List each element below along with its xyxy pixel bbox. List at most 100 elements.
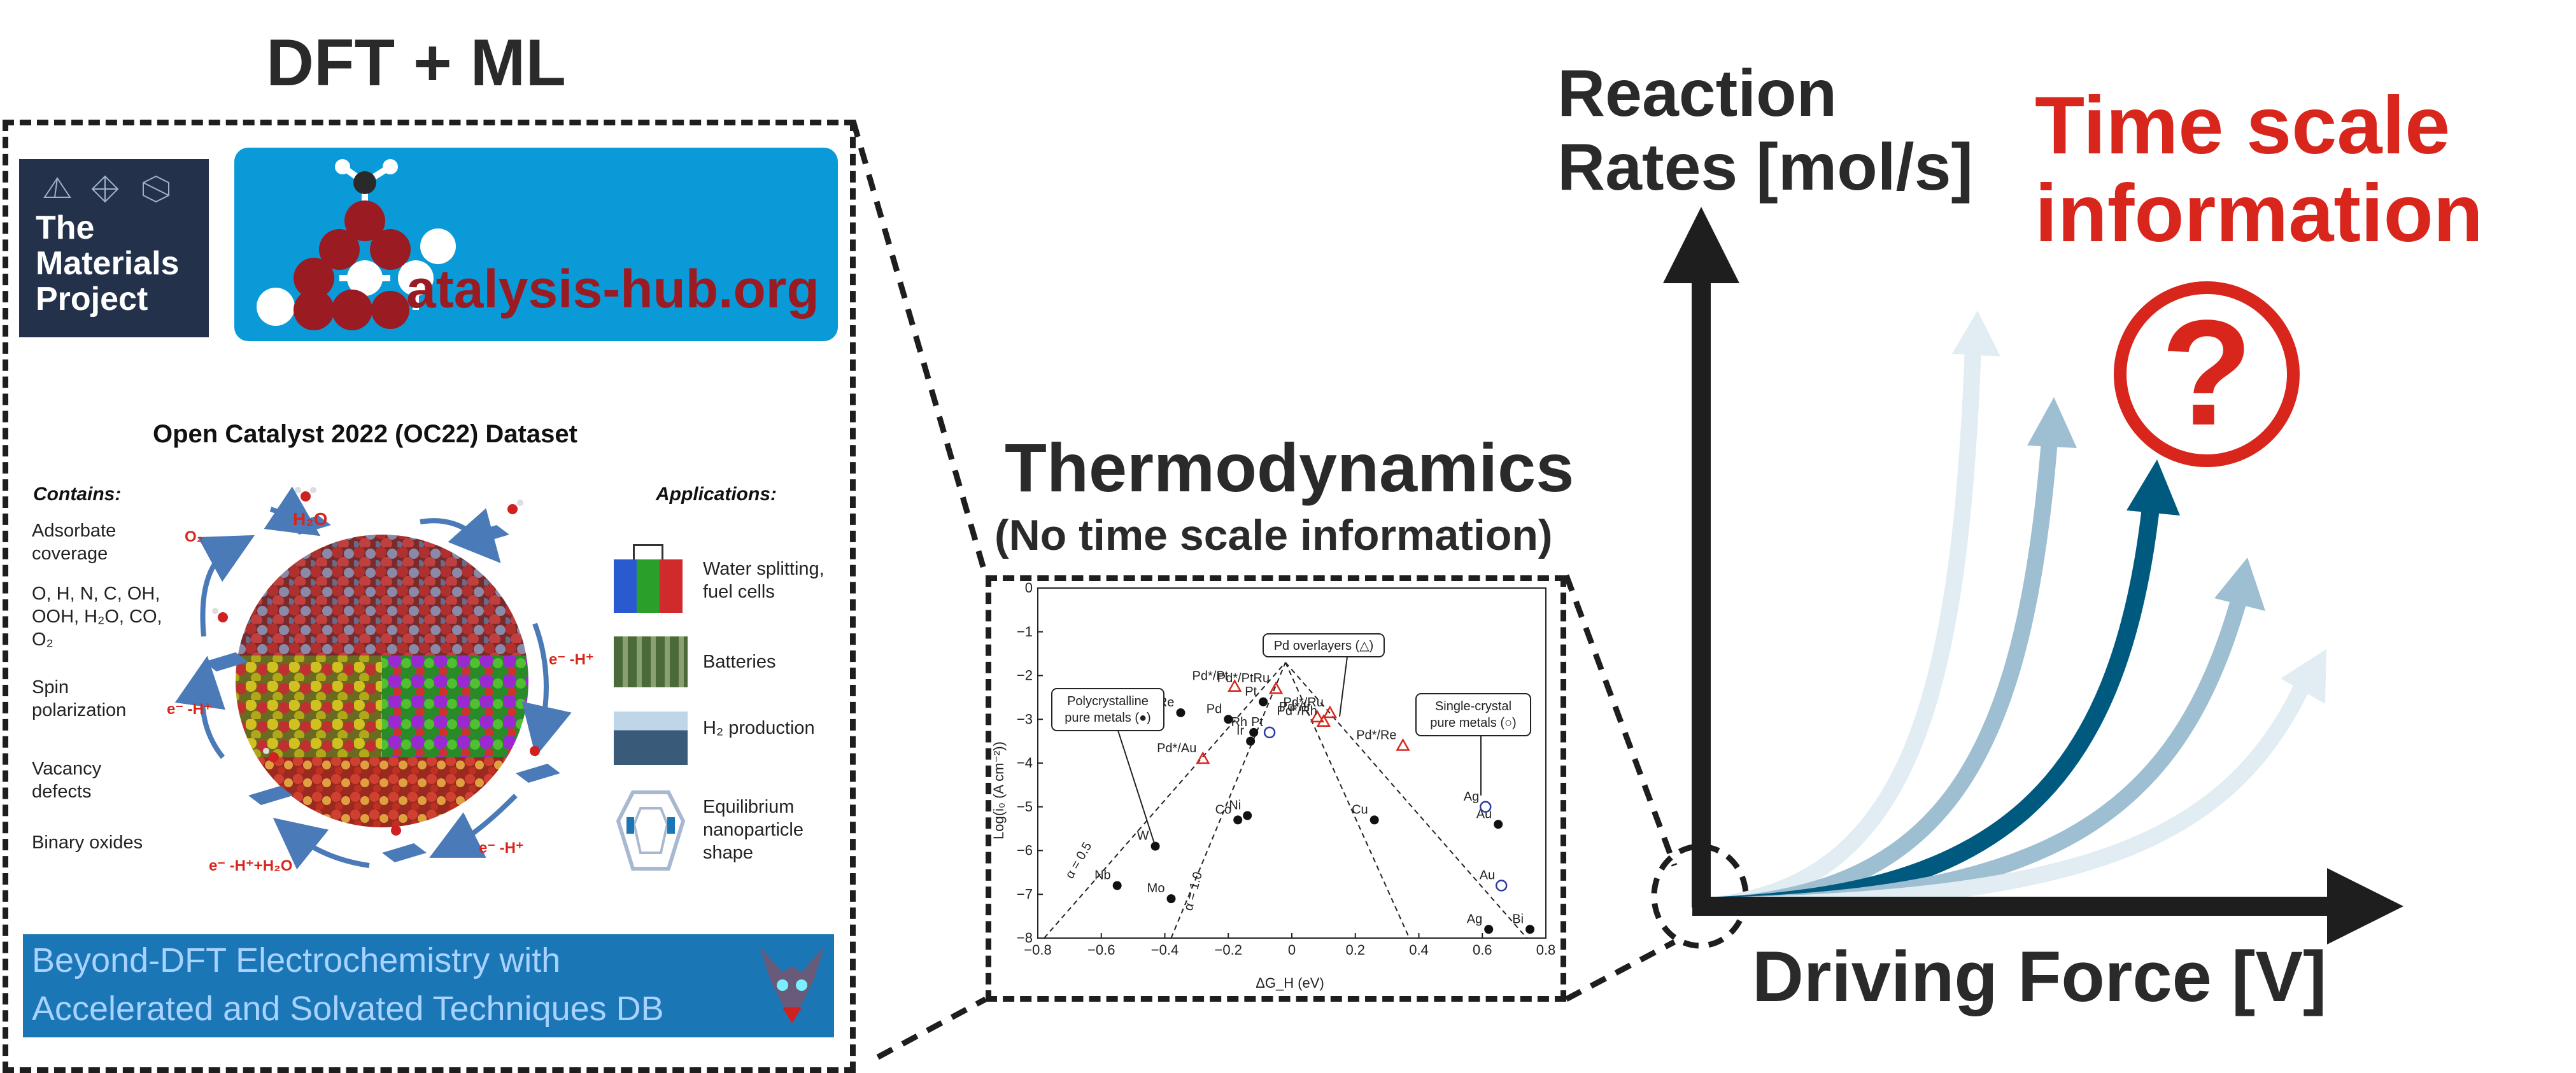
point-label: Bi <box>1512 912 1524 926</box>
x-tick-label: −0.4 <box>1151 942 1178 958</box>
mp-line-2: Materials <box>36 245 180 282</box>
point-label: Ir <box>1236 724 1245 738</box>
point-label: Ni <box>1229 799 1241 813</box>
point-label: Ag <box>1467 912 1482 926</box>
point-polycrystalline <box>1224 715 1233 724</box>
point-pd-overlayer <box>1310 710 1325 723</box>
catalyst-cycle-illustration <box>174 486 572 870</box>
cycle-label-e-h-right: e⁻ -H⁺ <box>549 651 594 668</box>
point-pd-overlayer <box>1322 705 1337 719</box>
point-polycrystalline <box>1249 727 1259 737</box>
point-label: Pt <box>1245 685 1257 699</box>
x-tick-label: −0.8 <box>1024 942 1051 958</box>
beast-banner[interactable]: Beyond-DFT Electrochemistry with Acceler… <box>23 934 834 1037</box>
x-tick-label: 0.4 <box>1409 942 1429 958</box>
point-polycrystalline <box>1369 815 1379 825</box>
point-pd-overlayer <box>1396 738 1410 751</box>
contains-item-2: O, H, N, C, OH, OOH, H₂O, CO, O₂ <box>32 584 162 650</box>
point-polycrystalline <box>1150 841 1160 851</box>
solar-panel-icon <box>614 712 688 765</box>
point-polycrystalline <box>1233 815 1243 825</box>
alpha-10-right-line <box>1285 662 1410 939</box>
contains-item-5: Binary oxides <box>32 832 143 853</box>
point-polycrystalline <box>1494 820 1503 829</box>
x-tick-label: 0 <box>1288 942 1296 958</box>
beast-mascot-icon <box>760 947 824 1023</box>
applications-title: Applications: <box>656 484 777 505</box>
rate-curve-1 <box>1701 330 1982 915</box>
annotation-polycrystalline-text-1: Polycrystalline <box>1067 694 1149 708</box>
rate-curve-4 <box>1701 589 2249 915</box>
rate-curve-2-arrowhead <box>2027 397 2077 448</box>
cycle-label-e-h-bottom-right: e⁻ -H⁺ <box>479 839 524 857</box>
oc22-title: Open Catalyst 2022 (OC22) Dataset <box>153 420 577 448</box>
question-mark-glyph: ? <box>2160 289 2253 457</box>
point-polycrystalline <box>1176 708 1185 717</box>
mp-line-1: The <box>36 209 95 246</box>
crystal-icons <box>43 175 169 203</box>
point-polycrystalline <box>1166 894 1176 904</box>
point-label: Pd*/Pt <box>1192 670 1229 684</box>
y-tick-label: −3 <box>1017 711 1033 727</box>
point-label: Rh <box>1231 715 1248 729</box>
point-single-crystal <box>1263 726 1276 739</box>
annotation-polycrystalline-text-2: pure metals (●) <box>1065 711 1150 725</box>
catalysis-hub-molecule-icon <box>257 159 456 330</box>
y-tick-label: 0 <box>1025 580 1033 596</box>
x-tick-label: 0.8 <box>1536 942 1556 958</box>
y-axis-label-line-1: Reaction <box>1557 57 1837 130</box>
point-label: Pd <box>1207 702 1222 716</box>
y-tick-label: −4 <box>1017 755 1033 771</box>
time-scale-heading-line-1: Time scale <box>2035 80 2451 171</box>
point-label: Au <box>1480 869 1495 883</box>
point-single-crystal <box>1495 880 1508 892</box>
volcano-plot-box <box>986 575 1566 1002</box>
point-label: Ag <box>1464 790 1479 804</box>
point-label: Nb <box>1094 869 1111 883</box>
annotation-pd-overlayers-text: Pd overlayers (△) <box>1274 639 1374 653</box>
application-item-4: Equilibrium nanoparticle shape <box>703 797 803 863</box>
rate-curve-4-arrowhead <box>2214 558 2265 611</box>
point-label: Mo <box>1147 881 1165 895</box>
point-label: W <box>1137 829 1149 843</box>
cycle-label-e-h-h2o: e⁻ -H⁺+H₂O <box>209 857 293 874</box>
point-polycrystalline <box>1259 697 1268 706</box>
cycle-label-h2o: H₂O <box>293 509 328 529</box>
contains-item-1: Adsorbate coverage <box>32 521 117 564</box>
y-tick-label: −7 <box>1017 886 1033 902</box>
annotation-polycrystalline: Polycrystalline pure metals (●) <box>1051 688 1164 844</box>
beast-line-1: Beyond-DFT Electrochemistry with <box>32 941 561 979</box>
thermodynamics-subheading: (No time scale information) <box>994 511 1553 559</box>
application-item-1: Water splitting, fuel cells <box>703 559 824 602</box>
cycle-label-o2: O₂ <box>185 528 204 545</box>
time-scale-heading-line-2: information <box>2035 168 2483 259</box>
point-pd-overlayer <box>1268 681 1284 694</box>
point-single-crystal <box>1479 801 1492 813</box>
contains-item-3: Spin polarization <box>32 677 127 720</box>
nanoparticle-icon <box>616 790 686 871</box>
y-tick-label: −8 <box>1017 930 1033 946</box>
x-tick-label: −0.2 <box>1215 942 1242 958</box>
point-polycrystalline <box>1246 736 1256 746</box>
point-polycrystalline <box>1243 811 1252 820</box>
annotation-single-crystal-text-1: Single-crystal <box>1435 699 1511 713</box>
point-polycrystalline <box>1112 881 1122 890</box>
catalysis-hub-logo[interactable]: atalysis-hub.org <box>234 148 838 341</box>
point-pd-overlayer <box>1228 679 1242 692</box>
x-tick-label: −0.6 <box>1087 942 1115 958</box>
x-axis-label: Driving Force [V] <box>1752 937 2327 1016</box>
annotation-single-crystal-text-2: pure metals (○) <box>1430 716 1516 730</box>
y-tick-label: −6 <box>1017 843 1033 859</box>
application-item-2: Batteries <box>703 652 776 672</box>
alpha-05-right-line <box>1285 662 1527 939</box>
rate-curve-3-arrowhead <box>2127 459 2180 515</box>
beast-line-2: Accelerated and Solvated Techniques DB <box>32 990 664 1028</box>
contains-title: Contains: <box>33 484 122 505</box>
contains-item-4: Vacancy defects <box>32 759 102 802</box>
volcano-y-axis-label: Log(i₀ (A cm⁻²)) <box>991 741 1007 839</box>
y-tick-label: −2 <box>1017 668 1033 684</box>
materials-project-logo[interactable]: The Materials Project <box>19 159 209 337</box>
y-tick-label: −5 <box>1017 799 1033 815</box>
